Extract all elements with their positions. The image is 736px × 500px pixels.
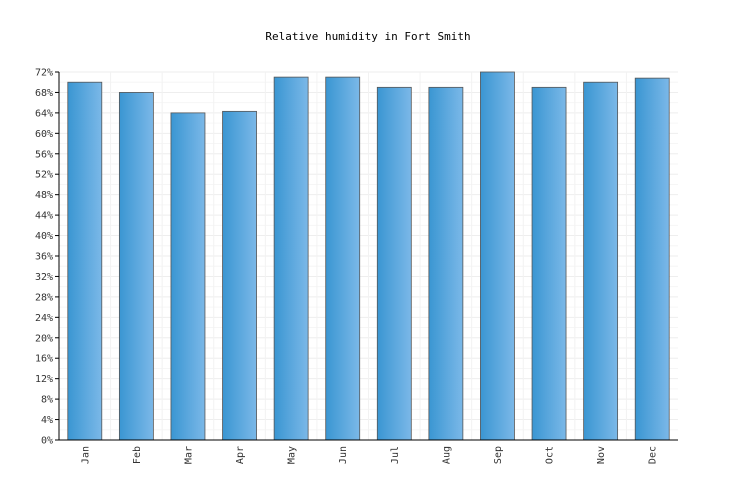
y-tick-label: 24% xyxy=(35,313,53,324)
y-tick-label: 72% xyxy=(35,68,53,79)
bar-aug xyxy=(428,86,464,441)
y-tick-label: 12% xyxy=(35,374,53,385)
bar-oct xyxy=(531,86,567,441)
x-tick-label-jun: Jun xyxy=(338,446,349,464)
x-tick-label-nov: Nov xyxy=(596,446,607,464)
bar-dec xyxy=(634,77,670,441)
bar-feb xyxy=(118,92,154,441)
bar-sep xyxy=(480,71,515,441)
x-tick-label-feb: Feb xyxy=(132,446,143,464)
y-tick-label: 16% xyxy=(35,354,53,365)
y-tick-label: 0% xyxy=(41,436,53,447)
y-axis-tick-labels: 0% 4% 8% 12% 16% 20% 24% 28% 32% 36% 40% 44% 48% 52% 5… xyxy=(35,68,59,447)
x-tick-label-sep: Sep xyxy=(493,446,504,464)
bar-nov xyxy=(583,81,619,441)
x-tick-label-apr: Apr xyxy=(235,446,246,464)
x-tick-label-jan: Jan xyxy=(80,446,91,464)
x-tick-label-oct: Oct xyxy=(545,446,556,464)
y-tick-label: 36% xyxy=(35,252,53,263)
y-tick-label: 68% xyxy=(35,88,53,99)
y-tick-label: 44% xyxy=(35,211,53,222)
x-axis-tick-labels: Jan Feb Mar Apr May Jun Jul Aug Sep Oct Nov Dec xyxy=(80,446,658,464)
bars xyxy=(67,71,670,441)
bar-jun xyxy=(325,76,361,441)
x-tick-label-aug: Aug xyxy=(441,446,452,464)
y-tick-label: 48% xyxy=(35,190,53,201)
x-tick-label-jul: Jul xyxy=(390,446,401,464)
bar-may xyxy=(273,76,309,441)
x-tick-label-mar: Mar xyxy=(183,446,194,464)
bar-mar xyxy=(170,112,206,441)
x-tick-label-may: May xyxy=(287,446,298,464)
y-tick-label: 4% xyxy=(41,415,53,426)
y-tick-label: 56% xyxy=(35,149,53,160)
grid-lines xyxy=(59,71,678,441)
bar-jul xyxy=(376,86,412,441)
bar-jan xyxy=(67,81,103,441)
y-tick-label: 28% xyxy=(35,292,53,303)
y-tick-label: 52% xyxy=(35,170,53,181)
y-tick-label: 60% xyxy=(35,129,53,140)
y-tick-label: 40% xyxy=(35,231,53,242)
chart-title: Relative humidity in Fort Smith xyxy=(265,30,470,43)
y-tick-label: 8% xyxy=(41,395,53,406)
bar-apr xyxy=(222,110,257,441)
x-tick-label-dec: Dec xyxy=(648,446,659,464)
y-tick-label: 64% xyxy=(35,108,53,119)
y-tick-label: 20% xyxy=(35,333,53,344)
y-tick-label: 32% xyxy=(35,272,53,283)
